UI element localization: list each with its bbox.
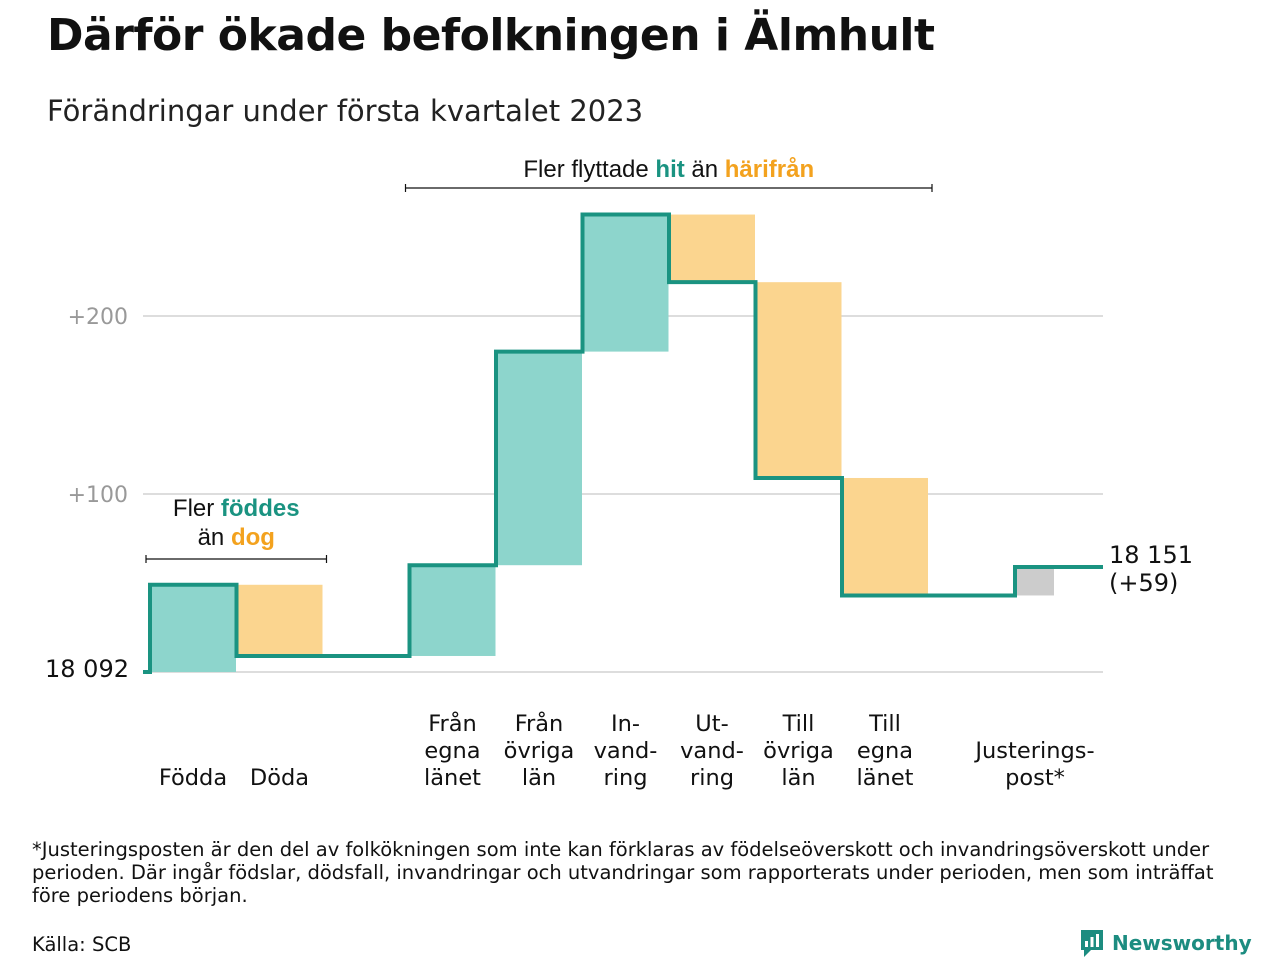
annotation-text-part: än — [198, 524, 231, 551]
start-value-label: 18 092 — [45, 655, 129, 683]
category-label: övriga — [504, 738, 575, 764]
category-label: länet — [424, 765, 481, 791]
category-label: länet — [857, 765, 914, 791]
category-label: egna — [424, 738, 480, 764]
bar-decrease — [236, 584, 323, 656]
category-label: län — [522, 765, 556, 791]
bar-increase — [582, 214, 669, 352]
end-change-label: (+59) — [1109, 569, 1178, 597]
category-label: vand- — [594, 738, 658, 764]
annotation-text-part: Fler flyttade — [523, 156, 655, 183]
chart-title: Därför ökade befolkningen i Älmhult — [47, 10, 935, 61]
y-tick-label: +100 — [68, 483, 128, 508]
y-tick-label: +200 — [68, 305, 128, 330]
newsworthy-logo-icon — [1081, 930, 1103, 957]
annotation-text-part: hit — [655, 156, 684, 183]
end-value-label: 18 151 — [1109, 541, 1193, 569]
brand-name: Newsworthy — [1112, 931, 1252, 955]
bar-increase — [409, 565, 496, 656]
running-total-line — [143, 212, 1103, 674]
brand-logo: Newsworthy — [1079, 928, 1252, 958]
bar-increase — [150, 584, 236, 672]
footnote: *Justeringsposten är den del av folkökni… — [32, 838, 1214, 907]
bar-decrease — [755, 282, 842, 478]
source-note: Källa: SCB — [32, 933, 132, 956]
category-label: Ut- — [695, 711, 728, 737]
category-label: Till — [782, 711, 815, 737]
chart-subtitle: Förändringar under första kvartalet 2023 — [47, 94, 644, 128]
bar-decrease — [842, 477, 928, 596]
bar-increase — [496, 351, 582, 566]
running-total-path — [143, 212, 1103, 674]
annotation-text: Fler föddes — [173, 495, 300, 522]
category-label: post* — [1005, 765, 1065, 791]
category-label: egna — [857, 738, 913, 764]
category-label: Justerings- — [973, 738, 1094, 764]
bar-decrease — [669, 214, 755, 283]
annotation-text: än dog — [198, 524, 275, 551]
category-label: In- — [611, 711, 640, 737]
category-label: Födda — [159, 765, 227, 791]
category-label: län — [781, 765, 815, 791]
annotation-text: Fler flyttade hit än härifrån — [523, 156, 814, 183]
category-label: Döda — [250, 765, 309, 791]
category-label: Från — [428, 709, 477, 737]
bars — [150, 214, 1054, 672]
annotation-text-part: än — [685, 156, 725, 183]
category-label: ring — [690, 765, 734, 791]
bar-adjustment — [1016, 566, 1054, 596]
category-label: vand- — [680, 738, 744, 764]
category-label: ring — [603, 765, 647, 791]
annotation-text-part: föddes — [221, 495, 300, 522]
annotation-text-part: Fler — [173, 495, 221, 522]
category-label: Till — [868, 711, 901, 737]
category-label: Från — [515, 709, 564, 737]
category-label: övriga — [763, 738, 834, 764]
annotation-text-part: härifrån — [725, 156, 814, 183]
annotation-text-part: dog — [231, 524, 275, 551]
